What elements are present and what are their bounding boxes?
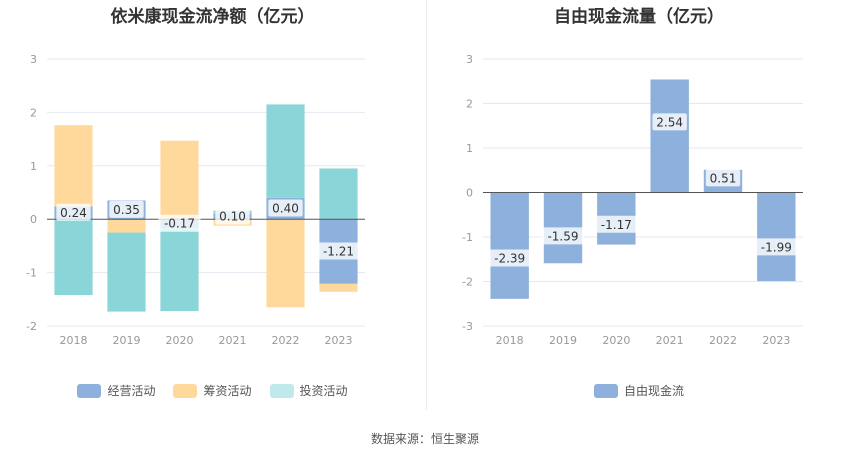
data-label-bg — [652, 113, 687, 131]
chart-title: 依米康现金流净额（亿元） — [110, 7, 315, 27]
legend-item-operating[interactable]: 经营活动 — [77, 382, 155, 399]
x-tick-label: 2023 — [762, 334, 790, 347]
data-source-note: 数据来源：恒生聚源 — [370, 432, 479, 446]
bar-financing — [160, 140, 199, 220]
chart-title: 自由现金流量（亿元） — [554, 7, 724, 27]
legend-swatch — [269, 383, 294, 398]
x-tick-label: 2018 — [60, 334, 88, 347]
legend-swatch — [77, 383, 102, 398]
y-tick-label: 0 — [466, 187, 473, 200]
x-tick-label: 2021 — [656, 334, 684, 347]
bar-investing — [266, 104, 305, 198]
data-label-bg — [215, 207, 250, 225]
bar-financing — [319, 283, 358, 292]
legend: 经营活动 筹资活动 投资活动 — [0, 382, 425, 399]
y-tick-label: 3 — [30, 53, 37, 66]
data-label: 0.40 — [272, 202, 299, 216]
y-tick-label: -2 — [26, 320, 37, 333]
legend-label: 经营活动 — [107, 384, 156, 398]
data-label: -1.99 — [761, 240, 792, 254]
bar-investing — [160, 228, 199, 312]
x-tick-label: 2019 — [549, 334, 577, 347]
bar-free_cash_flow — [490, 192, 529, 299]
cash-flow-net-chart-panel: 依米康现金流净额（亿元） -2 -1 0 1 2 3 2018 2019 2020 2021 202… — [0, 0, 425, 420]
bar-investing — [107, 232, 146, 312]
data-label-bg — [268, 199, 303, 217]
x-tick-label: 2022 — [709, 334, 737, 347]
x-tick-label: 2018 — [496, 334, 524, 347]
data-label: 0.35 — [113, 203, 140, 217]
free-cash-flow-chart-panel: 自由现金流量（亿元） -3 -2 -1 0 1 2 3 2018 2019 2020 2021 202… — [428, 0, 850, 420]
data-label-bg — [542, 227, 584, 245]
legend-item-investing[interactable]: 投资活动 — [269, 382, 348, 399]
legend-label: 自由现金流 — [623, 384, 684, 398]
data-label-bg — [109, 200, 144, 218]
y-tick-label: -3 — [462, 320, 473, 333]
bar-free_cash_flow — [650, 79, 689, 193]
y-tick-label: -2 — [462, 276, 473, 289]
data-label-bg — [158, 214, 201, 232]
y-tick-label: 3 — [466, 53, 473, 66]
y-tick-label: 1 — [466, 142, 473, 155]
legend-swatch — [593, 383, 618, 398]
data-label-bg — [755, 238, 798, 256]
data-label: 0.10 — [219, 210, 246, 224]
legend-swatch — [173, 383, 198, 398]
cash-flow-net-chart: -2 -1 0 1 2 3 2018 2019 2020 2021 2022 2023 0.24 0.35… — [26, 53, 365, 347]
data-label-bg — [705, 169, 741, 187]
panel-divider — [426, 0, 427, 410]
x-tick-label: 2021 — [219, 334, 247, 347]
data-label: -0.17 — [164, 217, 195, 231]
data-label: -2.39 — [494, 251, 525, 265]
data-label: 0.24 — [60, 206, 87, 220]
data-label: -1.59 — [547, 229, 578, 243]
x-tick-label: 2019 — [113, 334, 141, 347]
y-tick-label: 2 — [30, 106, 37, 119]
data-label-bg — [595, 215, 638, 233]
x-tick-label: 2022 — [272, 334, 300, 347]
legend-item-financing[interactable]: 筹资活动 — [173, 382, 252, 399]
data-label: -1.17 — [601, 218, 632, 232]
free-cash-flow-chart: -3 -2 -1 0 1 2 3 2018 2019 2020 2021 2022 2023 -2.39 -… — [462, 53, 803, 347]
data-label-bg — [317, 242, 360, 260]
data-label: 0.51 — [710, 171, 737, 185]
legend-label: 投资活动 — [299, 384, 348, 398]
legend: 自由现金流 — [428, 382, 850, 399]
y-tick-label: 1 — [30, 160, 37, 173]
data-label-bg — [56, 203, 91, 221]
x-tick-label: 2023 — [325, 334, 353, 347]
y-tick-label: -1 — [26, 267, 37, 280]
data-label: -1.21 — [323, 245, 354, 259]
y-tick-label: 0 — [30, 213, 37, 226]
legend-label: 筹资活动 — [203, 384, 252, 398]
y-tick-label: 2 — [466, 98, 473, 111]
bar-free_cash_flow — [757, 192, 796, 282]
bar-financing — [54, 125, 93, 207]
y-tick-label: -1 — [462, 231, 473, 244]
legend-item-free-cash-flow[interactable]: 自由现金流 — [593, 382, 684, 399]
bar-investing — [54, 219, 93, 296]
x-tick-label: 2020 — [602, 334, 630, 347]
bar-investing — [319, 168, 358, 220]
x-tick-label: 2020 — [166, 334, 194, 347]
data-label: 2.54 — [656, 115, 683, 129]
data-label-bg — [488, 249, 531, 267]
bar-financing — [107, 219, 146, 233]
bar-financing — [266, 219, 305, 308]
